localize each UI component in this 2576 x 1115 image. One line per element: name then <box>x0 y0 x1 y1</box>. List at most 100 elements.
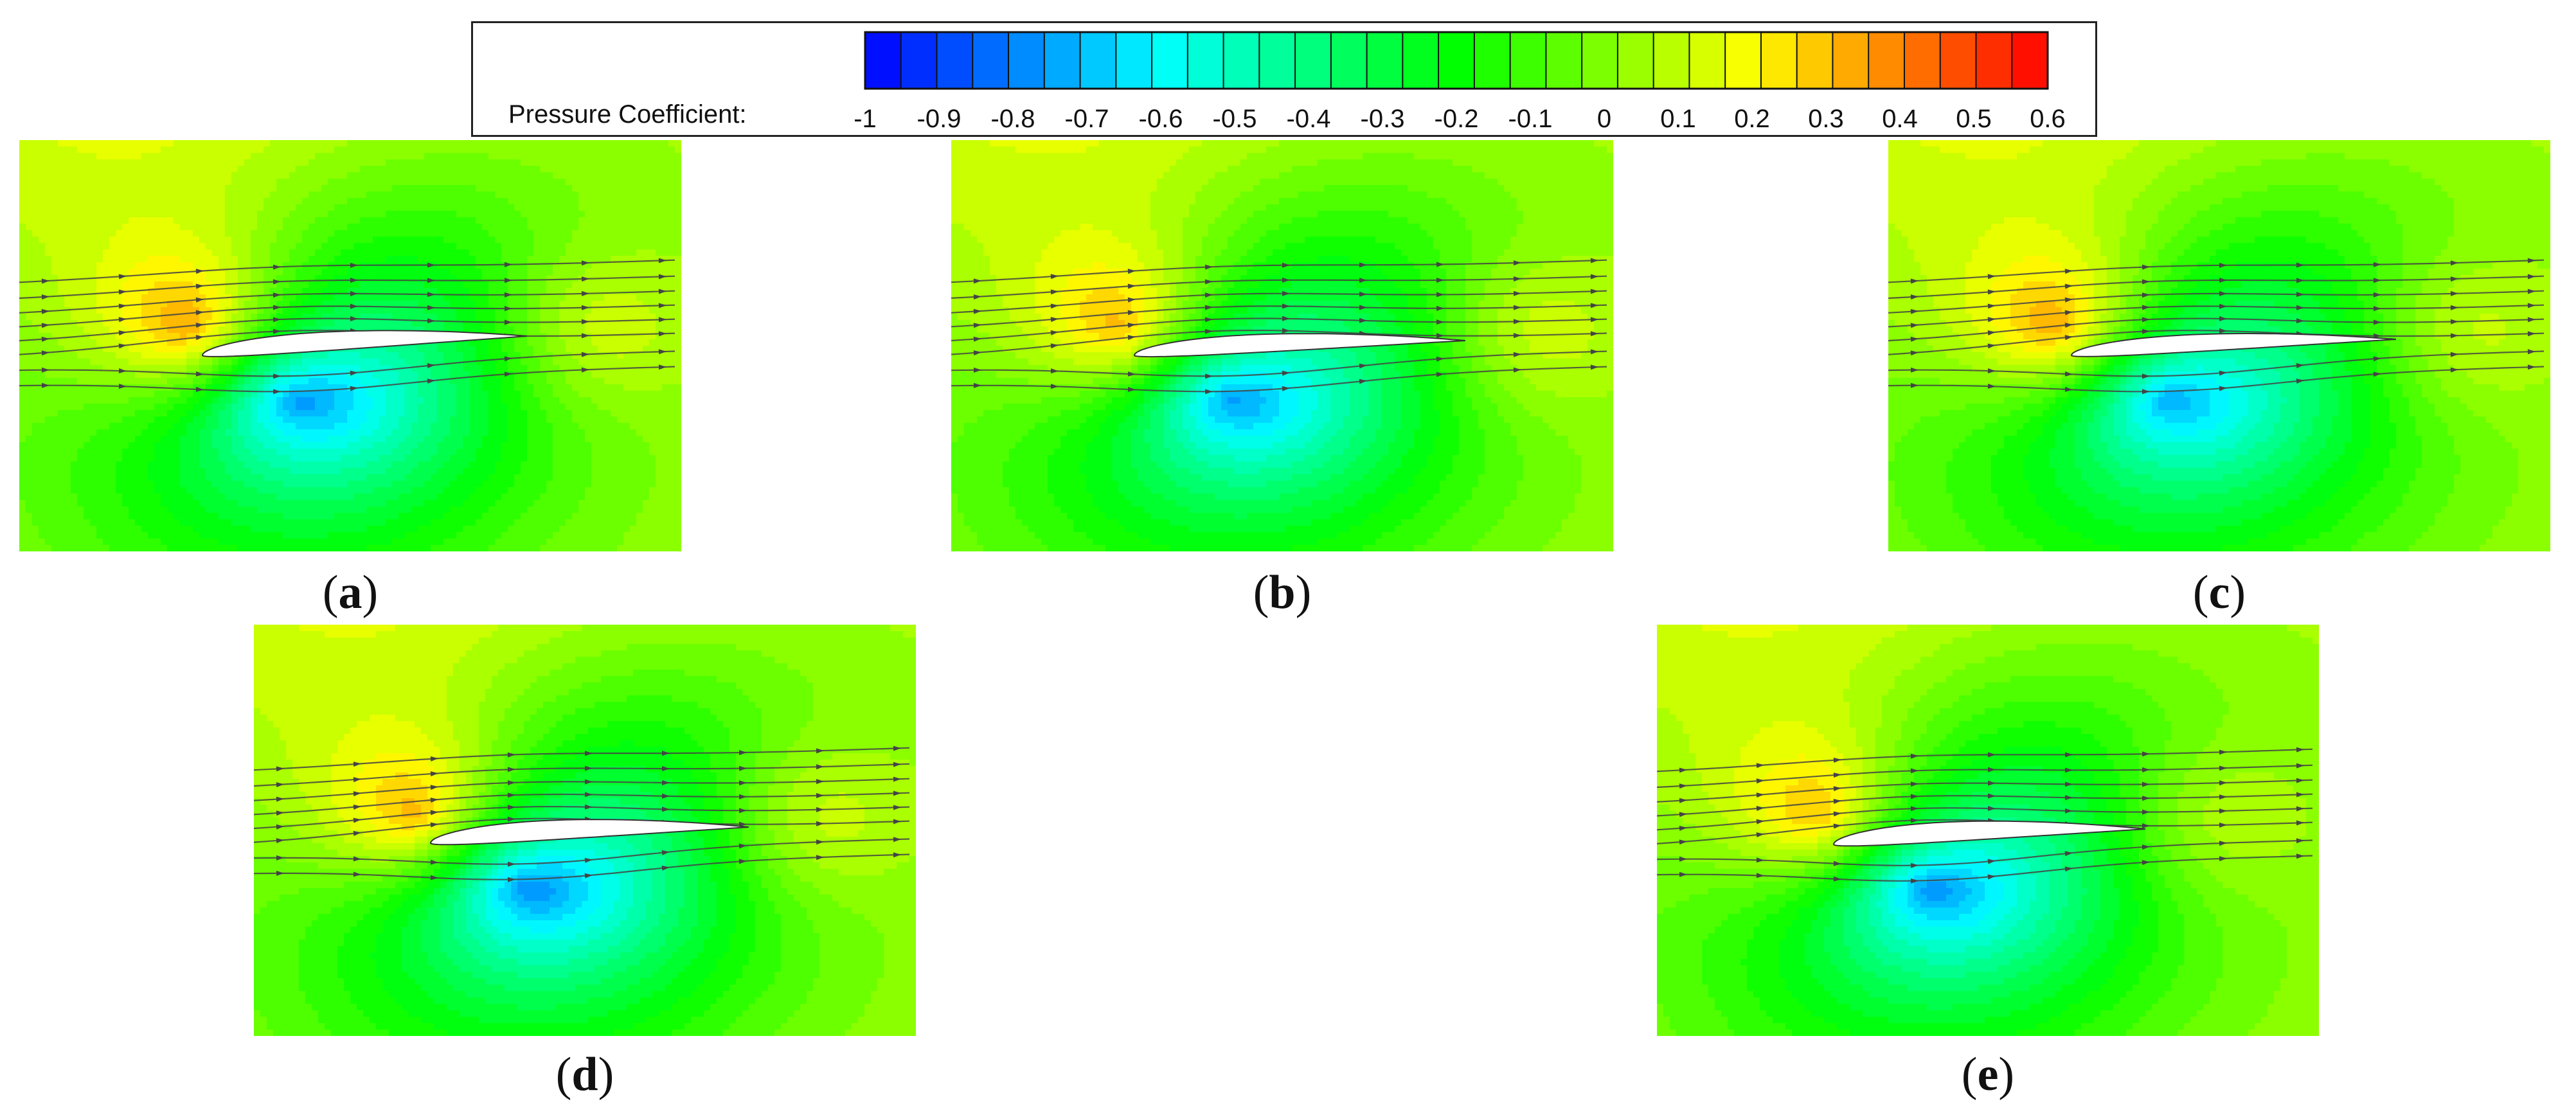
streamline-arrow <box>1987 274 1996 280</box>
streamline-arrow <box>661 807 670 812</box>
streamline-arrow <box>1050 317 1059 323</box>
streamline-arrow <box>1679 825 1687 831</box>
caption-c: (c) <box>2155 566 2284 620</box>
streamline-arrow <box>1436 333 1444 339</box>
streamline-arrow <box>1513 352 1521 357</box>
streamline <box>1657 839 2313 866</box>
streamline-arrow <box>1127 283 1136 289</box>
streamline-arrow <box>2064 767 2073 773</box>
streamline-arrow <box>1127 386 1136 392</box>
streamline-arrow <box>2373 356 2381 362</box>
streamline-arrow <box>2373 319 2381 325</box>
streamline <box>1657 807 2313 831</box>
streamline-arrow <box>195 269 204 274</box>
streamline-arrow <box>2064 866 2073 872</box>
streamline-arrow <box>584 779 593 785</box>
colorbar-swatch <box>865 32 902 89</box>
streamline-arrow <box>427 262 435 268</box>
streamline-arrow <box>350 316 358 321</box>
streamline-arrow <box>1590 364 1598 370</box>
streamline-arrow <box>2450 305 2458 310</box>
streamline-arrow <box>118 289 127 295</box>
streamline-arrow <box>1987 767 1996 772</box>
streamline-arrow <box>1282 262 1290 268</box>
streamline-arrow <box>2219 780 2227 786</box>
colorbar-tick-label: -0.4 <box>1287 105 1331 133</box>
streamline-arrow <box>658 258 666 263</box>
streamline-arrow <box>507 877 515 882</box>
streamline-arrow <box>2527 289 2536 294</box>
airfoil <box>201 330 527 357</box>
streamline-arrow <box>1987 330 1996 335</box>
streamline-arrow <box>2296 278 2304 283</box>
streamline-arrow <box>893 805 901 810</box>
streamline <box>951 350 1607 377</box>
streamline-arrow <box>1679 767 1687 773</box>
streamline-arrow <box>273 317 281 323</box>
streamline-arrow <box>1987 289 1996 295</box>
streamline-arrow <box>504 371 512 377</box>
pressure-contour-panel-d <box>254 625 916 1036</box>
streamline-arrow <box>2296 305 2304 310</box>
streamline-arrow <box>1050 368 1059 374</box>
colorbar-swatch <box>1653 32 1690 89</box>
legend-title: Pressure Coefficient: <box>508 100 747 129</box>
colorbar-swatch <box>1080 32 1116 89</box>
streamline-arrow <box>2450 319 2458 325</box>
streamline <box>19 366 675 393</box>
caption-b: (b) <box>1218 566 1346 620</box>
streamline-arrow <box>504 356 512 362</box>
streamline-arrow <box>816 779 824 785</box>
colorbar-tick-label: -0.1 <box>1508 105 1553 133</box>
colorbar-tick-label: 0.4 <box>1882 105 1918 133</box>
streamline-arrow <box>2142 767 2150 772</box>
streamline-arrow <box>658 289 666 294</box>
streamline-arrow <box>893 852 901 858</box>
streamline-arrow <box>1436 292 1444 298</box>
streamline-arrow <box>2142 373 2150 379</box>
streamline-arrow <box>738 750 747 756</box>
streamline-arrow <box>581 305 589 310</box>
streamline-arrow <box>276 838 284 844</box>
streamline-arrow <box>581 367 589 373</box>
streamline-arrow <box>1282 277 1290 283</box>
pressure-contour-panel-b <box>951 140 1613 551</box>
pressure-contour-panel-a <box>19 140 681 551</box>
streamline-arrow <box>2450 333 2458 339</box>
streamline-arrow <box>2219 277 2227 283</box>
colorbar-swatch <box>1760 32 1798 89</box>
streamline-arrow <box>195 297 204 303</box>
streamline <box>254 853 910 880</box>
pressure-contour-plot <box>1657 625 2319 1036</box>
streamline-arrow <box>1910 878 1919 884</box>
streamline <box>951 304 1607 328</box>
streamline <box>1657 779 2313 803</box>
streamline-arrow <box>2219 856 2227 862</box>
streamline-arrow <box>1987 859 1996 864</box>
colorbar-swatch <box>1223 32 1260 89</box>
streamline-arrow <box>195 310 204 316</box>
streamline-arrow <box>1679 871 1687 877</box>
streamline-arrow <box>273 292 281 298</box>
colorbar-swatch <box>1510 32 1546 89</box>
streamline-arrow <box>738 843 747 849</box>
streamline-arrow <box>1590 289 1598 294</box>
streamline-arrow <box>2219 370 2227 376</box>
streamline-arrow <box>1910 753 1919 759</box>
streamline-arrow <box>1910 806 1919 812</box>
colorbar-tick-label: 0.3 <box>1808 105 1844 133</box>
colorbar-swatch <box>1402 32 1439 89</box>
streamline-arrow <box>273 389 281 395</box>
pressure-contour-panel-c <box>1888 140 2550 551</box>
streamline-arrow <box>2142 781 2150 787</box>
streamline-arrow <box>584 792 593 798</box>
streamline-arrow <box>1756 832 1764 838</box>
colorbar-swatch <box>936 32 973 89</box>
streamline-arrow <box>2142 264 2150 270</box>
streamline-arrow <box>1910 336 1919 342</box>
streamline-arrow <box>2296 292 2304 298</box>
streamline-arrow <box>973 323 981 328</box>
streamline-arrow <box>118 330 127 335</box>
streamline-arrow <box>118 317 127 323</box>
streamline-arrow <box>2373 371 2381 377</box>
